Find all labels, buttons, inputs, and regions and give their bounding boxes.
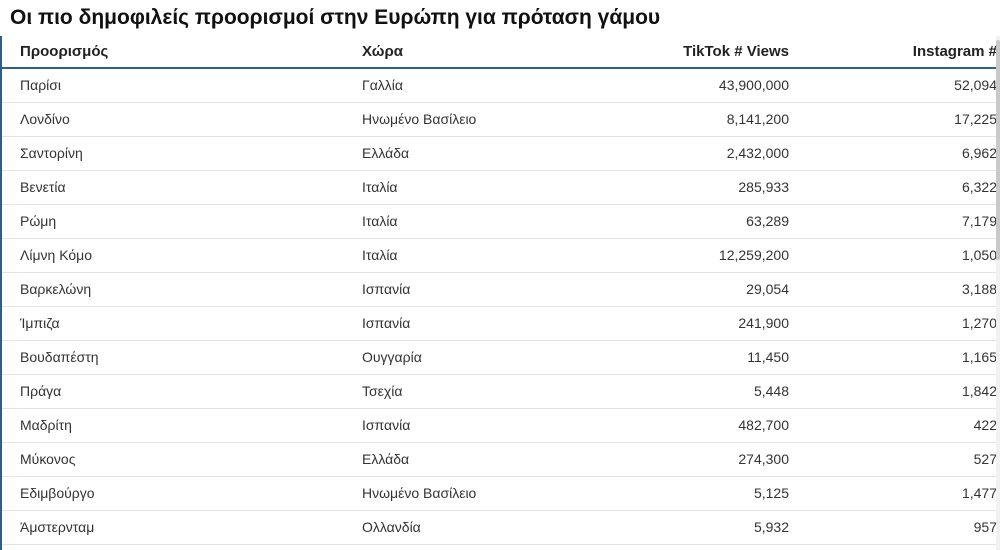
cell-country: Ηνωμένο Βασίλειο — [344, 476, 602, 511]
cell-instagram: 1,842 — [790, 374, 998, 409]
cell-instagram: 1,050 — [790, 238, 998, 273]
cell-destination: Παρίσι — [2, 68, 344, 103]
table-row: Εδιμβούργο Ηνωμένο Βασίλειο 5,125 1,477 — [2, 476, 998, 511]
cell-instagram: 7,179 — [790, 204, 998, 239]
cell-destination: Μαδρίτη — [2, 408, 344, 443]
cell-tiktok-views: 29,054 — [602, 272, 790, 307]
cell-destination: Ίμπιζα — [2, 306, 344, 341]
cell-country: Ισπανία — [344, 306, 602, 341]
scrollbar-track[interactable] — [996, 36, 1000, 550]
cell-destination: Πράγα — [2, 374, 344, 409]
cell-tiktok-views: 285,933 — [602, 170, 790, 205]
cell-instagram: 3,188 — [790, 272, 998, 307]
cell-country: Ιταλία — [344, 204, 602, 239]
cell-instagram: 52,094 — [790, 68, 998, 103]
cell-tiktok-views: 63,289 — [602, 204, 790, 239]
table-row: Μαδρίτη Ισπανία 482,700 422 — [2, 408, 998, 443]
cell-instagram: 1,477 — [790, 476, 998, 511]
cell-tiktok-views: 5,125 — [602, 476, 790, 511]
scrollbar-thumb[interactable] — [996, 40, 1000, 260]
cell-destination: Λίμνη Κόμο — [2, 238, 344, 273]
cell-country: Τσεχία — [344, 374, 602, 409]
data-table-container: Προορισμός Χώρα TikTok # Views Instagram… — [0, 36, 998, 550]
cell-tiktok-views: 5,448 — [602, 374, 790, 409]
table-row: Μύκονος Ελλάδα 274,300 527 — [2, 442, 998, 477]
table-row: Άμστερνταμ Ολλανδία 5,932 957 — [2, 510, 998, 545]
cell-country: Ισπανία — [344, 272, 602, 307]
cell-country: Ολλανδία — [344, 510, 602, 545]
page-title: Οι πιο δημοφιλείς προορισμοί στην Ευρώπη… — [10, 6, 661, 29]
cell-instagram: 1,270 — [790, 306, 998, 341]
table-body: Παρίσι Γαλλία 43,900,000 52,094 Λονδίνο Ηνωμέ… — [2, 68, 998, 545]
table-row: Βαρκελώνη Ισπανία 29,054 3,188 — [2, 272, 998, 307]
cell-instagram: 1,165 — [790, 340, 998, 375]
table-row: Βενετία Ιταλία 285,933 6,322 — [2, 170, 998, 205]
table-row: Σαντορίνη Ελλάδα 2,432,000 6,962 — [2, 136, 998, 171]
cell-tiktok-views: 8,141,200 — [602, 102, 790, 137]
table-header-row: Προορισμός Χώρα TikTok # Views Instagram… — [2, 36, 998, 69]
cell-destination: Βουδαπέστη — [2, 340, 344, 375]
cell-country: Ηνωμένο Βασίλειο — [344, 102, 602, 137]
cell-destination: Μύκονος — [2, 442, 344, 477]
cell-tiktok-views: 5,932 — [602, 510, 790, 545]
cell-instagram: 527 — [790, 442, 998, 477]
column-header-destination[interactable]: Προορισμός — [2, 36, 344, 69]
table-row: Ρώμη Ιταλία 63,289 7,179 — [2, 204, 998, 239]
cell-tiktok-views: 241,900 — [602, 306, 790, 341]
cell-tiktok-views: 482,700 — [602, 408, 790, 443]
cell-destination: Ρώμη — [2, 204, 344, 239]
cell-country: Γαλλία — [344, 68, 602, 103]
cell-instagram: 422 — [790, 408, 998, 443]
cell-country: Ελλάδα — [344, 136, 602, 171]
table-row: Ίμπιζα Ισπανία 241,900 1,270 — [2, 306, 998, 341]
table-row: Λίμνη Κόμο Ιταλία 12,259,200 1,050 — [2, 238, 998, 273]
cell-destination: Άμστερνταμ — [2, 510, 344, 545]
cell-tiktok-views: 2,432,000 — [602, 136, 790, 171]
cell-country: Ελλάδα — [344, 442, 602, 477]
table-row: Παρίσι Γαλλία 43,900,000 52,094 — [2, 68, 998, 103]
cell-country: Ισπανία — [344, 408, 602, 443]
cell-destination: Βενετία — [2, 170, 344, 205]
cell-destination: Σαντορίνη — [2, 136, 344, 171]
cell-tiktok-views: 11,450 — [602, 340, 790, 375]
cell-country: Ουγγαρία — [344, 340, 602, 375]
cell-tiktok-views: 12,259,200 — [602, 238, 790, 273]
column-header-tiktok-views[interactable]: TikTok # Views — [602, 36, 790, 69]
table-row: Πράγα Τσεχία 5,448 1,842 — [2, 374, 998, 409]
destinations-table: Προορισμός Χώρα TikTok # Views Instagram… — [2, 36, 998, 545]
column-header-country[interactable]: Χώρα — [344, 36, 602, 69]
cell-tiktok-views: 43,900,000 — [602, 68, 790, 103]
cell-destination: Λονδίνο — [2, 102, 344, 137]
table-row: Βουδαπέστη Ουγγαρία 11,450 1,165 — [2, 340, 998, 375]
table-row: Λονδίνο Ηνωμένο Βασίλειο 8,141,200 17,225 — [2, 102, 998, 137]
cell-tiktok-views: 274,300 — [602, 442, 790, 477]
cell-destination: Βαρκελώνη — [2, 272, 344, 307]
cell-instagram: 17,225 — [790, 102, 998, 137]
cell-destination: Εδιμβούργο — [2, 476, 344, 511]
cell-instagram: 6,962 — [790, 136, 998, 171]
cell-country: Ιταλία — [344, 238, 602, 273]
cell-instagram: 957 — [790, 510, 998, 545]
cell-instagram: 6,322 — [790, 170, 998, 205]
column-header-instagram[interactable]: Instagram # — [790, 36, 998, 69]
cell-country: Ιταλία — [344, 170, 602, 205]
